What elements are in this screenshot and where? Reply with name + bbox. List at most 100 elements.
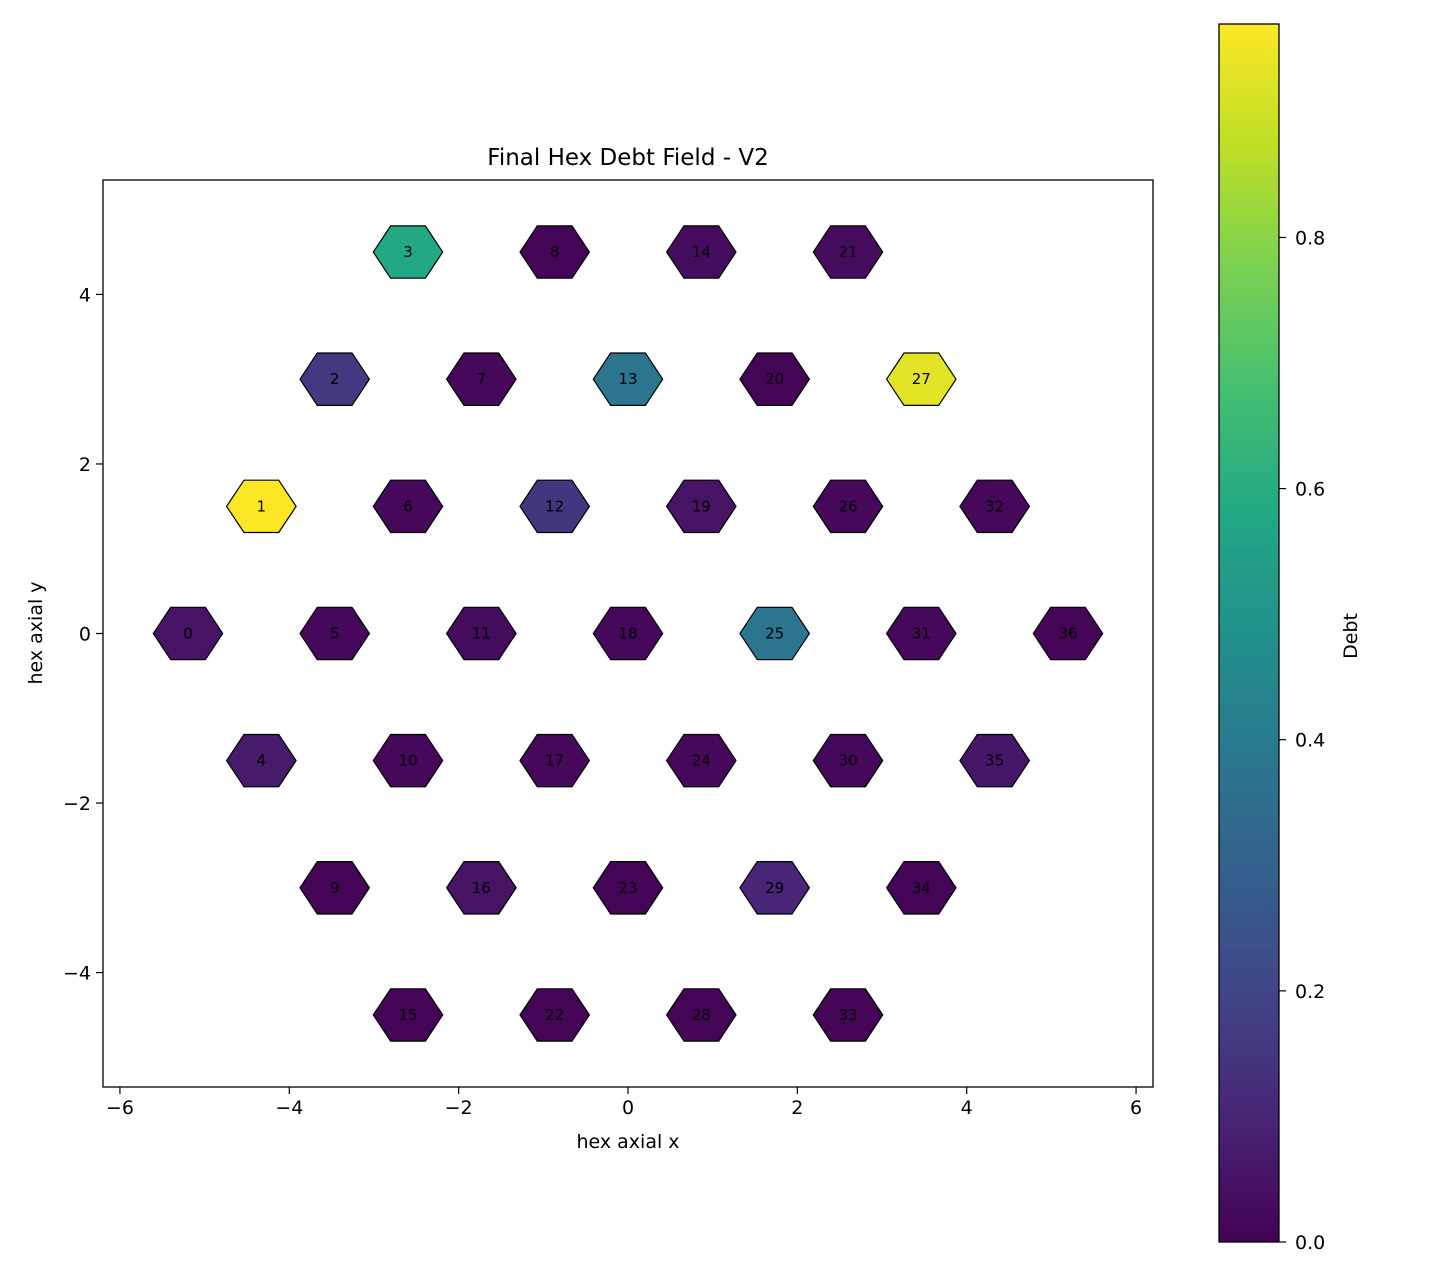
hex-cell-25: [739, 606, 811, 661]
hex-cell-9: [299, 860, 371, 915]
x-tick-label-4: 2: [791, 1097, 803, 1119]
hex-cell-21: [812, 225, 884, 279]
x-tick-label-2: −2: [445, 1097, 473, 1119]
hex-label-22: 22: [545, 1006, 564, 1024]
hex-label-16: 16: [472, 879, 491, 897]
hex-label-21: 21: [838, 243, 857, 261]
hex-label-5: 5: [330, 625, 340, 643]
hex-cell-11: [445, 606, 517, 661]
hex-label-10: 10: [398, 752, 417, 770]
hex-label-23: 23: [618, 879, 637, 897]
hex-label-19: 19: [692, 497, 711, 515]
hex-label-17: 17: [545, 752, 564, 770]
hex-cell-34: [885, 860, 957, 915]
hex-cell-36: [1032, 606, 1104, 661]
hex-label-8: 8: [550, 243, 560, 261]
hex-label-33: 33: [838, 1006, 857, 1024]
y-tick-label-4: 4: [79, 284, 91, 306]
y-tick-label-3: 2: [79, 454, 91, 476]
hex-label-9: 9: [330, 879, 340, 897]
hex-label-35: 35: [985, 752, 1004, 770]
hex-label-7: 7: [477, 370, 487, 388]
hex-cell-19: [665, 479, 737, 534]
hex-cell-14: [665, 225, 737, 279]
hex-cell-22: [519, 988, 591, 1042]
hex-label-20: 20: [765, 370, 784, 388]
hex-cell-6: [372, 479, 444, 534]
hex-cell-15: [372, 988, 444, 1042]
hex-label-4: 4: [257, 752, 267, 770]
hex-cell-7: [445, 352, 517, 406]
colorbar: [1218, 23, 1280, 1243]
y-tick-label-1: −2: [63, 793, 91, 815]
hex-cell-23: [592, 860, 664, 915]
colorbar-tick-label-3: 0.6: [1295, 479, 1325, 501]
hex-cell-4: [225, 733, 297, 788]
hex-cell-27: [885, 352, 957, 406]
hex-cell-17: [519, 733, 591, 788]
hex-label-6: 6: [403, 497, 413, 515]
hex-cell-5: [299, 606, 371, 661]
hex-label-36: 36: [1058, 625, 1077, 643]
hex-cells: 0123456789101112131415161718192021222324…: [152, 225, 1104, 1042]
hex-cell-35: [959, 733, 1031, 788]
hex-label-3: 3: [403, 243, 413, 261]
hex-cell-33: [812, 988, 884, 1042]
x-tick-label-0: −6: [106, 1097, 134, 1119]
x-tick-label-6: 6: [1130, 1097, 1142, 1119]
y-axis: −4 −2 0 2 4: [63, 284, 103, 985]
colorbar-tick-label-4: 0.8: [1295, 227, 1325, 249]
hex-cell-16: [445, 860, 517, 915]
hex-cell-31: [885, 606, 957, 661]
y-tick-label-0: −4: [63, 963, 91, 985]
x-axis: −6 −4 −2 0 2 4 6: [106, 1087, 1142, 1119]
hex-label-26: 26: [838, 497, 857, 515]
colorbar-tick-label-1: 0.2: [1295, 981, 1325, 1003]
hex-cell-20: [739, 352, 811, 406]
hex-label-25: 25: [765, 625, 784, 643]
hex-cell-0: [152, 606, 224, 661]
hex-label-28: 28: [692, 1006, 711, 1024]
hex-cell-10: [372, 733, 444, 788]
x-tick-label-3: 0: [622, 1097, 634, 1119]
y-tick-label-2: 0: [79, 624, 91, 646]
colorbar-axis: 0.0 0.2 0.4 0.6 0.8: [1279, 227, 1325, 1254]
hex-cell-18: [592, 606, 664, 661]
hex-label-30: 30: [838, 752, 857, 770]
hex-label-1: 1: [257, 497, 267, 515]
x-axis-label: hex axial x: [576, 1131, 679, 1153]
hex-label-13: 13: [618, 370, 637, 388]
hex-label-2: 2: [330, 370, 340, 388]
colorbar-tick-label-0: 0.0: [1295, 1232, 1325, 1254]
hex-cell-12: [519, 479, 591, 534]
x-tick-label-1: −4: [275, 1097, 303, 1119]
hex-cell-13: [592, 352, 664, 406]
colorbar-tick-label-2: 0.4: [1295, 730, 1325, 752]
hex-label-34: 34: [912, 879, 931, 897]
hex-label-12: 12: [545, 497, 564, 515]
hex-cell-8: [519, 225, 591, 279]
chart-title: Final Hex Debt Field - V2: [487, 145, 768, 171]
hex-cell-28: [665, 988, 737, 1042]
hex-cell-24: [665, 733, 737, 788]
hex-cell-26: [812, 479, 884, 534]
colorbar-label: Debt: [1340, 613, 1362, 659]
hex-cell-30: [812, 733, 884, 788]
hex-label-32: 32: [985, 497, 1004, 515]
y-axis-label: hex axial y: [25, 581, 47, 684]
hex-label-11: 11: [472, 625, 491, 643]
hex-label-18: 18: [618, 625, 637, 643]
hex-label-31: 31: [912, 625, 931, 643]
hex-label-29: 29: [765, 879, 784, 897]
hex-label-27: 27: [912, 370, 931, 388]
hex-cell-2: [299, 352, 371, 406]
hex-label-14: 14: [692, 243, 711, 261]
hex-label-15: 15: [398, 1006, 417, 1024]
hex-cell-3: [372, 225, 444, 279]
x-tick-label-5: 4: [961, 1097, 973, 1119]
hex-cell-29: [739, 860, 811, 915]
hex-cell-1: [225, 479, 297, 534]
hex-label-0: 0: [183, 625, 193, 643]
hex-label-24: 24: [692, 752, 711, 770]
